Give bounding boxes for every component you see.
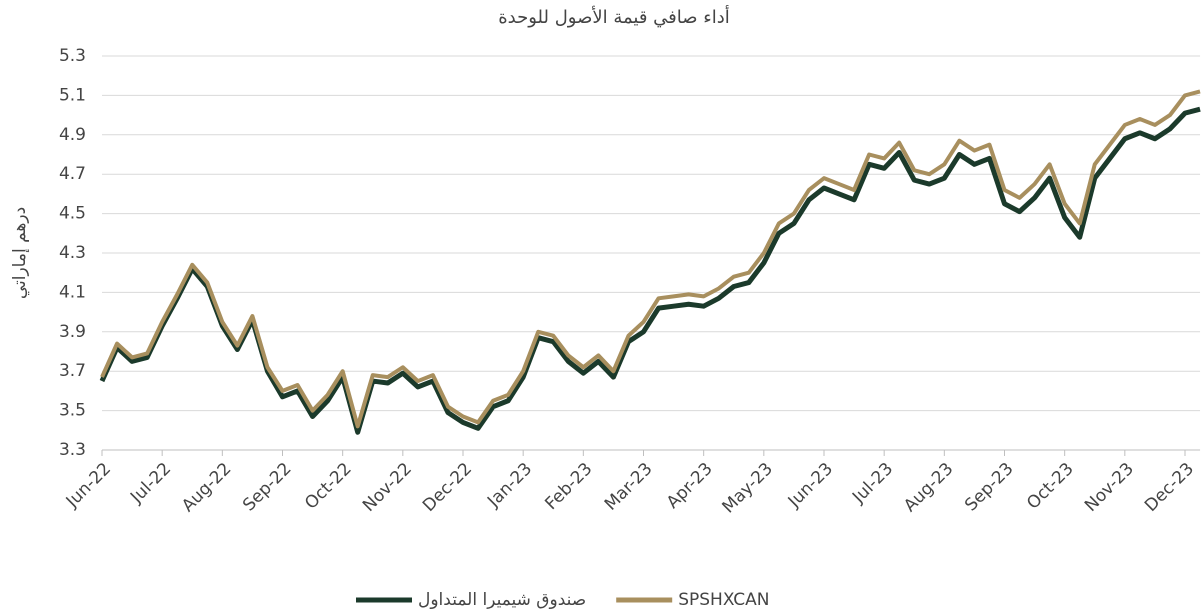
x-tick-label: Nov-23 — [1081, 459, 1138, 516]
y-tick-label: 4.9 — [59, 125, 86, 145]
y-axis-label: درهم إماراتي — [10, 207, 30, 299]
y-tick-label: 3.5 — [59, 401, 86, 421]
x-tick-label: Jul-22 — [126, 459, 175, 508]
x-tick-label: Aug-23 — [900, 459, 957, 516]
y-tick-label: 4.7 — [59, 164, 86, 184]
line-series — [99, 106, 1201, 435]
x-tick-label: Dec-23 — [1141, 459, 1198, 516]
x-tick-label: Apr-23 — [663, 459, 717, 513]
x-tick-label: Oct-23 — [1023, 459, 1078, 514]
y-tick-label: 5.3 — [59, 46, 86, 66]
x-tick-label: Aug-22 — [178, 459, 235, 516]
y-tick-label: 4.3 — [59, 243, 86, 263]
y-tick-label: 5.1 — [59, 85, 86, 105]
x-tick-label: Jan-23 — [483, 459, 536, 512]
x-tick-label: May-23 — [718, 459, 776, 517]
x-tick-label: Jul-23 — [848, 459, 897, 508]
y-tick-label: 3.9 — [59, 322, 86, 342]
x-tick-label: Mar-23 — [601, 459, 657, 515]
x-tick-label: Sep-23 — [961, 459, 1017, 515]
y-tick-label: 3.7 — [59, 361, 86, 381]
line-series — [100, 89, 1201, 429]
x-tick-label: Oct-22 — [301, 459, 356, 514]
legend-label: SPSHXCAN — [678, 590, 769, 610]
x-tick-label: Sep-22 — [239, 459, 295, 515]
y-tick-label: 3.3 — [59, 440, 86, 460]
chart-title: أداء صافي قيمة الأصول للوحدة — [498, 5, 730, 28]
y-tick-label: 4.1 — [59, 282, 86, 302]
y-tick-label: 4.5 — [59, 204, 86, 224]
x-tick-label: Jun-23 — [784, 459, 837, 512]
x-tick-label: Dec-22 — [419, 459, 476, 516]
legend-label: صندوق شيميرا المتداول — [418, 590, 586, 610]
x-tick-label: Feb-23 — [541, 459, 596, 514]
x-tick-label: Jun-22 — [62, 459, 115, 512]
x-tick-label: Nov-22 — [359, 459, 416, 516]
